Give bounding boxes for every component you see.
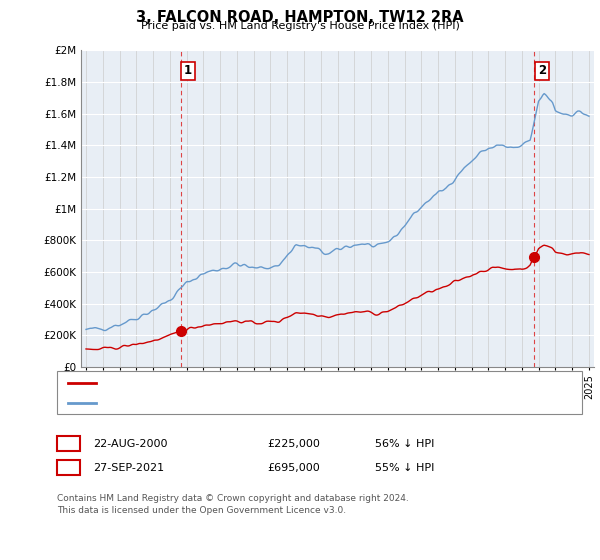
Text: 3, FALCON ROAD, HAMPTON, TW12 2RA (detached house): 3, FALCON ROAD, HAMPTON, TW12 2RA (detac… bbox=[103, 377, 405, 388]
Text: 1: 1 bbox=[184, 64, 192, 77]
Text: HPI: Average price, detached house, Richmond upon Thames: HPI: Average price, detached house, Rich… bbox=[103, 398, 422, 408]
Text: 2: 2 bbox=[64, 461, 73, 474]
Text: 1: 1 bbox=[64, 437, 73, 450]
Text: 22-AUG-2000: 22-AUG-2000 bbox=[93, 438, 167, 449]
Text: 56% ↓ HPI: 56% ↓ HPI bbox=[375, 438, 434, 449]
Text: 55% ↓ HPI: 55% ↓ HPI bbox=[375, 463, 434, 473]
Text: 27-SEP-2021: 27-SEP-2021 bbox=[93, 463, 164, 473]
Text: Price paid vs. HM Land Registry's House Price Index (HPI): Price paid vs. HM Land Registry's House … bbox=[140, 21, 460, 31]
Text: 2: 2 bbox=[538, 64, 546, 77]
Text: £695,000: £695,000 bbox=[267, 463, 320, 473]
Text: 3, FALCON ROAD, HAMPTON, TW12 2RA: 3, FALCON ROAD, HAMPTON, TW12 2RA bbox=[136, 10, 464, 25]
Text: £225,000: £225,000 bbox=[267, 438, 320, 449]
Text: Contains HM Land Registry data © Crown copyright and database right 2024.
This d: Contains HM Land Registry data © Crown c… bbox=[57, 494, 409, 515]
